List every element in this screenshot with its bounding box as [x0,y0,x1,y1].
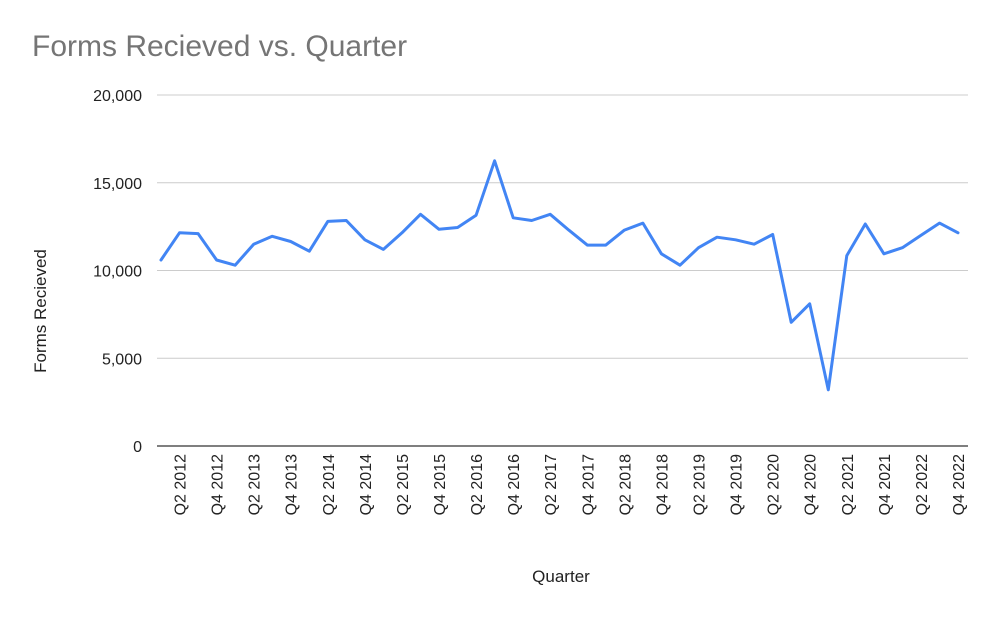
x-tick-label: Q2 2022 [914,454,931,515]
series-line [159,159,960,392]
x-tick-label: Q2 2017 [543,454,560,515]
y-tick-label: 0 [133,439,142,456]
x-tick-label: Q4 2015 [432,454,449,515]
x-tick-label: Q4 2014 [358,454,375,515]
y-tick-label: 5,000 [102,351,142,368]
x-tick-label: Q2 2021 [840,454,857,515]
x-tick-label: Q2 2018 [617,454,634,515]
x-tick-label: Q2 2020 [766,454,783,515]
y-tick-label: 15,000 [93,176,142,193]
y-tick-label: 10,000 [93,264,142,281]
x-tick-label: Q2 2014 [321,454,338,515]
y-axis-ticks: 0 5,000 10,000 15,000 20,000 [93,88,142,456]
x-tick-label: Q2 2013 [247,454,264,515]
x-tick-label: Q2 2015 [395,454,412,515]
x-tick-label: Q2 2016 [469,454,486,515]
x-axis-title: Quarter [532,567,590,586]
x-tick-label: Q4 2018 [654,454,671,515]
x-tick-label: Q4 2017 [580,454,597,515]
x-tick-label: Q4 2013 [284,454,301,515]
x-tick-label: Q4 2020 [803,454,820,515]
series-layer [159,159,960,392]
x-axis-ticks: Q2 2012 Q4 2012 Q2 2013 Q4 2013 Q2 2014 Q4 20… [173,454,968,515]
x-tick-label: Q4 2012 [210,454,227,515]
y-axis-title: Forms Recieved [31,249,50,373]
x-tick-label: Q4 2019 [729,454,746,515]
y-tick-label: 20,000 [93,88,142,105]
x-tick-label: Q4 2021 [877,454,894,515]
x-tick-label: Q4 2022 [951,454,968,515]
chart-title: Forms Recieved vs. Quarter [32,30,407,63]
x-tick-label: Q2 2019 [692,454,709,515]
x-tick-label: Q4 2016 [506,454,523,515]
x-tick-label: Q2 2012 [173,454,190,515]
